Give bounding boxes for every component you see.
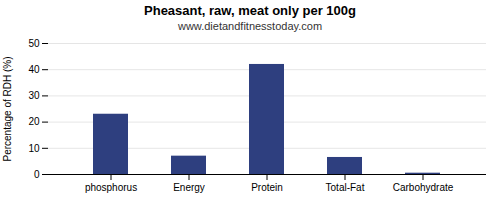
html-text:Pheasant, raw, meat only per 1: Pheasant, raw, meat only per 100g [144, 3, 356, 18]
svg-text:Protein: Protein [251, 182, 283, 193]
svg-text:50: 50 [28, 38, 40, 49]
svg-text:Carbohydrate: Carbohydrate [393, 182, 454, 193]
svg-text:30: 30 [28, 90, 40, 101]
svg-text:40: 40 [28, 64, 40, 75]
svg-text:Energy: Energy [173, 182, 205, 193]
svg-text:Percentage of RDH (%): Percentage of RDH (%) [2, 56, 13, 161]
svg-text:10: 10 [28, 143, 40, 154]
svg-text:20: 20 [28, 116, 40, 127]
svg-text:0: 0 [34, 169, 40, 180]
svg-text:phosphorus: phosphorus [85, 182, 137, 193]
svg-text:Total-Fat: Total-Fat [326, 182, 365, 193]
html-text:www.dietandfitnesstoday.com: www.dietandfitnesstoday.com [178, 20, 322, 32]
